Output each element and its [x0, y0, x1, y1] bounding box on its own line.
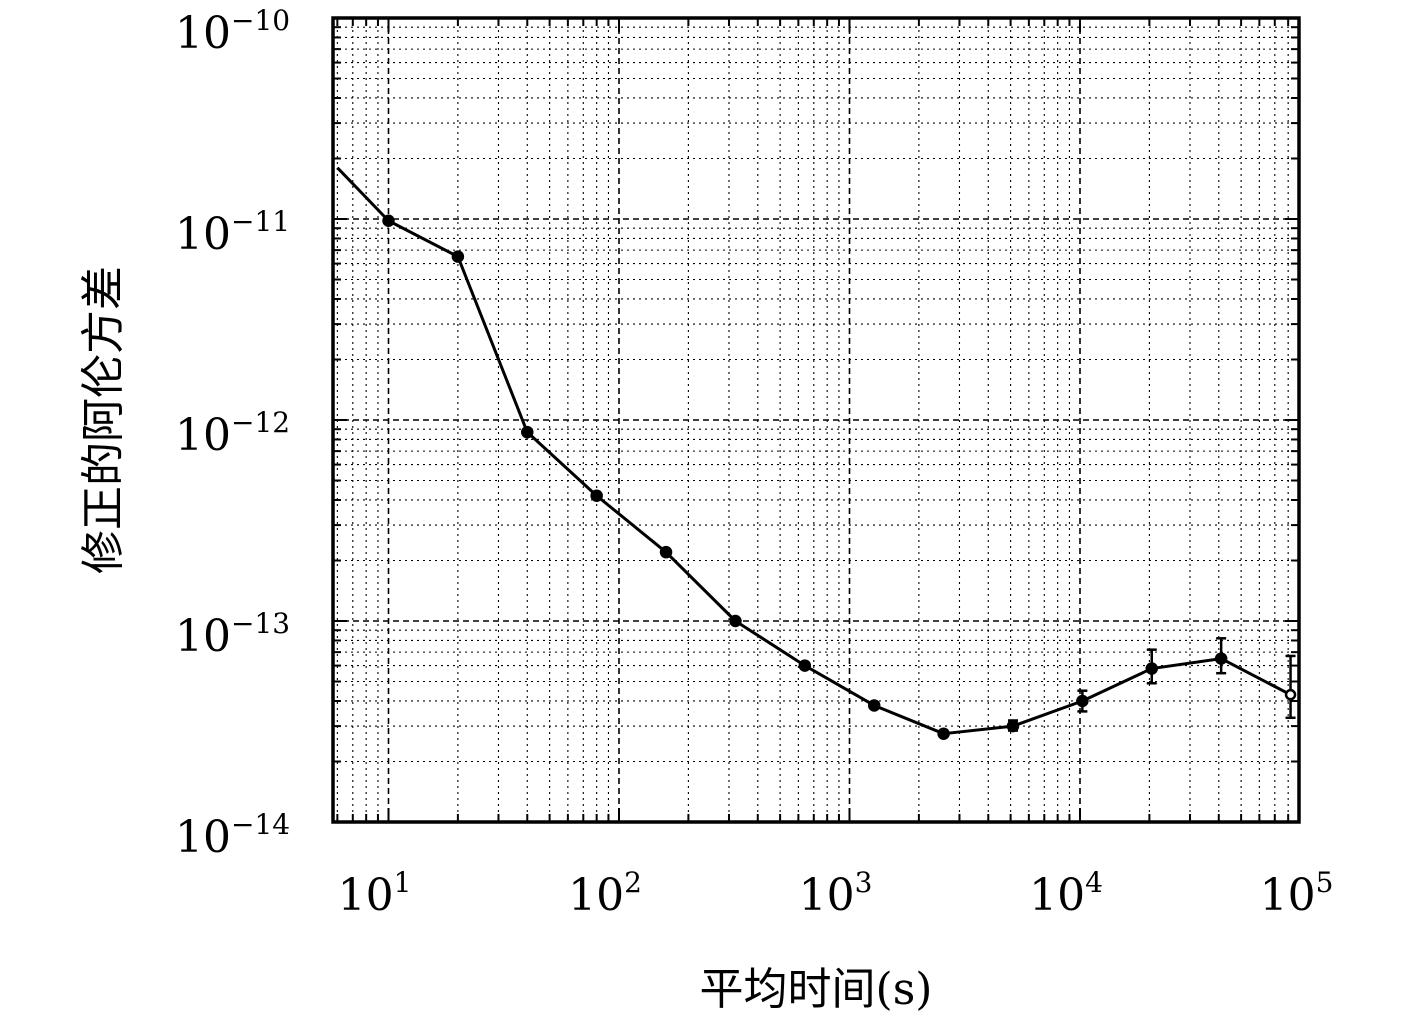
y-tick-label: 10−11	[175, 205, 290, 260]
x-axis-label: 平均时间(s)	[700, 964, 933, 1015]
data-point	[521, 425, 534, 439]
data-point	[1076, 694, 1089, 708]
x-tick-label: 105	[1260, 866, 1334, 921]
y-tick-label: 10−14	[175, 808, 290, 863]
x-tick-label: 102	[568, 866, 642, 921]
x-tick-label: 104	[1029, 866, 1103, 921]
x-tick-labels: 101 102 103 104 105	[338, 866, 1334, 921]
data-point	[1006, 719, 1020, 733]
x-tick-label: 101	[338, 866, 412, 921]
data-point	[937, 727, 950, 740]
x-tick-label: 103	[799, 866, 873, 921]
plot-frame	[331, 16, 1301, 824]
y-tick-labels: 10−10 10−11 10−12 10−13 10−14	[175, 4, 290, 863]
data-point	[798, 659, 812, 672]
grid	[333, 18, 1299, 822]
data-point	[590, 489, 603, 502]
data-point	[659, 545, 673, 559]
data-point	[382, 214, 395, 228]
data-point	[1284, 688, 1297, 701]
y-tick-label: 10−10	[175, 4, 290, 59]
y-tick-label: 10−12	[175, 406, 290, 461]
data-point	[867, 699, 881, 712]
y-tick-label: 10−13	[175, 607, 290, 662]
data-point	[451, 250, 465, 263]
data-point	[729, 614, 742, 628]
data-point	[1214, 652, 1228, 665]
data-point	[1145, 662, 1159, 675]
y-axis-label: 修正的阿伦方差	[78, 266, 129, 574]
series	[336, 166, 1297, 740]
